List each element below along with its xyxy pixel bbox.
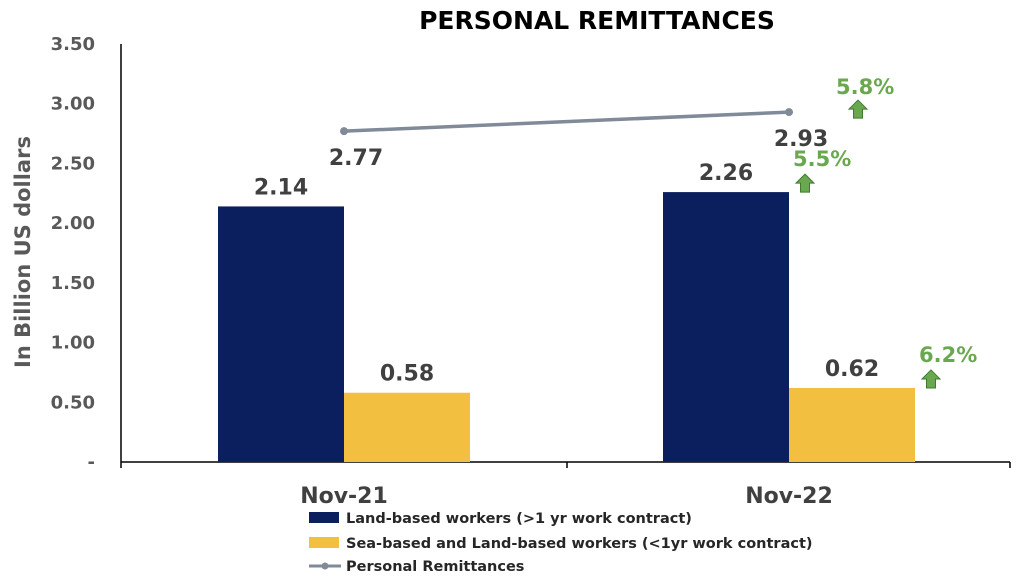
legend: Land-based workers (>1 yr work contract)… bbox=[309, 511, 813, 575]
legend-entry: Land-based workers (>1 yr work contract) bbox=[346, 511, 692, 527]
legend-entry: Sea-based and Land-based workers (<1yr w… bbox=[346, 536, 813, 552]
growth-label: 5.5% bbox=[793, 147, 851, 171]
y-tick-label: 3.50 bbox=[51, 34, 95, 55]
bar bbox=[344, 392, 470, 462]
legend-swatch bbox=[309, 537, 339, 548]
y-axis-label: In Billion US dollars bbox=[11, 136, 35, 368]
bar bbox=[218, 206, 344, 462]
legend-swatch bbox=[309, 512, 339, 523]
bar bbox=[789, 387, 915, 462]
series-line bbox=[343, 110, 790, 133]
y-tick-label: - bbox=[88, 452, 95, 473]
plot-area: - 0.50 1.00 1.50 2.00 2.50 3.00 3.50 Nov-21 Nov-2… bbox=[51, 34, 1011, 509]
legend-entry: Personal Remittances bbox=[346, 559, 524, 575]
y-tick-label: 0.50 bbox=[51, 392, 95, 413]
growth-label: 6.2% bbox=[919, 343, 977, 367]
data-label: 2.93 bbox=[774, 127, 828, 152]
data-label: 2.26 bbox=[699, 161, 753, 186]
bar bbox=[663, 192, 789, 462]
up-arrow-icon bbox=[920, 369, 942, 389]
y-tick-label: 2.50 bbox=[51, 153, 95, 174]
y-tick-label: 1.50 bbox=[51, 273, 95, 294]
growth-label: 5.8% bbox=[836, 75, 894, 99]
up-arrow-icon bbox=[847, 99, 869, 119]
y-tick-label: 2.00 bbox=[51, 213, 95, 234]
data-label: 0.62 bbox=[825, 357, 879, 382]
line-point bbox=[340, 127, 348, 136]
up-arrow-icon bbox=[794, 173, 816, 193]
line-point bbox=[785, 108, 793, 117]
x-tick-label: Nov-22 bbox=[745, 484, 833, 509]
legend-marker bbox=[321, 562, 329, 570]
chart-title: PERSONAL REMITTANCES bbox=[419, 6, 775, 35]
data-label: 2.77 bbox=[329, 146, 383, 171]
data-label: 2.14 bbox=[254, 175, 308, 200]
y-tick-label: 3.00 bbox=[51, 94, 95, 115]
x-tick-label: Nov-21 bbox=[300, 484, 388, 509]
data-label: 0.58 bbox=[380, 362, 434, 387]
y-tick-label: 1.00 bbox=[51, 333, 95, 354]
